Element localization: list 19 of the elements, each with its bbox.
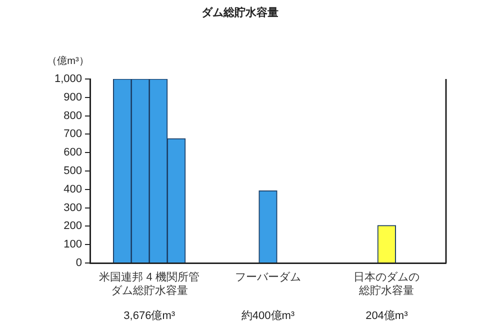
- y-tick-label: 600: [64, 146, 82, 159]
- y-tick-label: 100: [64, 238, 82, 251]
- y-tick-label: 200: [64, 220, 82, 232]
- y-tick-label: 400: [64, 183, 82, 196]
- x-tick-label: 米国連邦 4 機関所管ダム総貯水容量: [99, 270, 200, 297]
- y-tick-label: 1,000: [54, 73, 82, 86]
- y-tick-label: 300: [64, 202, 82, 214]
- text: 約400億m³: [241, 309, 295, 322]
- x-tick-label: フーバーダム: [235, 272, 301, 284]
- y-axis-title: （億m³）: [47, 54, 89, 67]
- text: 3,676億m³: [124, 309, 176, 322]
- text: 204億m³: [366, 309, 408, 322]
- y-tick-label: 500: [64, 165, 82, 178]
- y-tick-label: 700: [64, 128, 82, 140]
- y-tick-label: 900: [64, 91, 82, 104]
- y-tick-label: 800: [64, 110, 82, 122]
- x-tick-label: 日本のダムの総貯水容量: [354, 270, 420, 297]
- chart-title: ダム総貯水容量: [202, 6, 278, 20]
- y-tick-label: 0: [76, 257, 82, 270]
